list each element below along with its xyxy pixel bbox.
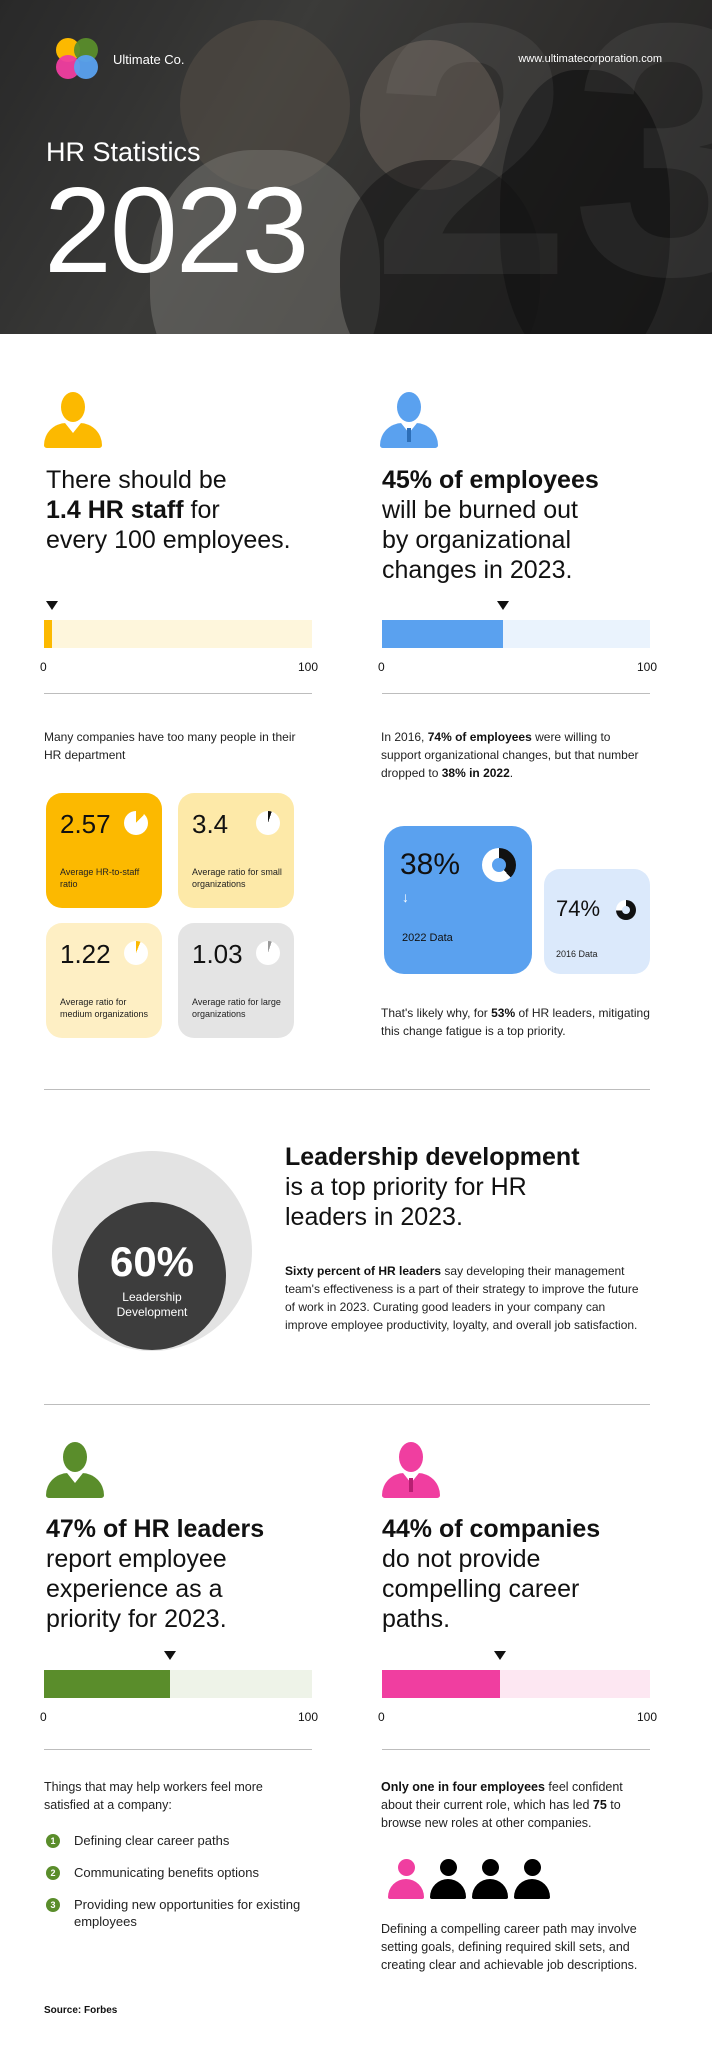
- burnout-bar: [382, 620, 650, 648]
- career-paths-bar-fill: [382, 1670, 500, 1698]
- donut-chart-icon: [256, 941, 280, 965]
- list-item: Communicating benefits options: [74, 1865, 259, 1880]
- person-icon: [472, 1859, 508, 1899]
- donut-chart-icon: [256, 811, 280, 835]
- person-icon: [514, 1859, 550, 1899]
- hr-staff-headline: There should be 1.4 HR staff for every 1…: [46, 466, 291, 554]
- career-paths-headline: 44% of companies do not provide compelli…: [382, 1515, 601, 1633]
- stat-card-hr-to-staff: 2.57 Average HR-to-staff ratio: [46, 793, 162, 908]
- satisfaction-list-intro: Things that may help workers feel more s…: [44, 1780, 263, 1812]
- photo-person-left: [180, 20, 350, 190]
- list-item: Providing new opportunities for existing…: [74, 1897, 301, 1929]
- source-credit: Source: Forbes: [44, 2005, 118, 2016]
- burnout-bar-min: 0: [378, 660, 385, 674]
- list-item: Defining clear career paths: [74, 1833, 230, 1848]
- person-icon: [46, 1442, 104, 1498]
- hero-banner: 23: [0, 0, 712, 334]
- employee-experience-bar-max: 100: [298, 1710, 319, 1724]
- career-paths-bar: [382, 1670, 650, 1698]
- down-arrow-icon: ↓: [402, 889, 409, 905]
- career-paths-bar-max: 100: [637, 1710, 658, 1724]
- divider: [382, 1749, 650, 1750]
- stat-card-large-orgs: 1.03 Average ratio for large organizatio…: [178, 923, 294, 1038]
- leadership-headline: Leadership development is a top priority…: [285, 1143, 580, 1231]
- stat-card-medium-orgs: 1.22 Average ratio for medium organizati…: [46, 923, 162, 1038]
- change-fatigue-note: That's likely why, for 53% of HR leaders…: [381, 1006, 650, 1038]
- brand-logo: [56, 38, 100, 82]
- employee-experience-bar-min: 0: [40, 1710, 47, 1724]
- divider: [44, 1749, 312, 1750]
- hr-staff-bar-min: 0: [40, 660, 47, 674]
- stat-card-2016: 74% 2016 Data: [544, 869, 650, 974]
- donut-chart-icon: [482, 848, 516, 882]
- hero-year: 2023: [44, 162, 309, 298]
- hr-staff-bar-marker: [46, 601, 58, 610]
- person-icon: [44, 392, 102, 448]
- divider: [44, 1404, 650, 1405]
- hr-department-description: Many companies have too many people in t…: [44, 730, 296, 762]
- person-icon-highlighted: [388, 1859, 424, 1899]
- list-number-badge: 2: [46, 1866, 60, 1880]
- list-number-badge: 3: [46, 1898, 60, 1912]
- burnout-bar-marker: [496, 601, 509, 610]
- burnout-bar-max: 100: [637, 660, 658, 674]
- hr-staff-bar-max: 100: [298, 660, 319, 674]
- donut-chart-icon: [124, 941, 148, 965]
- list-number-badge: 1: [46, 1834, 60, 1848]
- stat-card-2022: 38% ↓ 2022 Data: [384, 826, 532, 974]
- divider: [44, 693, 312, 694]
- change-willingness-description: In 2016, 74% of employees were willing t…: [381, 730, 639, 780]
- hero-overlay: [0, 0, 712, 334]
- stat-card-small-orgs: 3.4 Average ratio for small organization…: [178, 793, 294, 908]
- burnout-headline: 45% of employees will be burned out by o…: [382, 466, 599, 584]
- photo-person-right: [500, 70, 670, 334]
- brand-name: Ultimate Co.: [113, 52, 185, 67]
- burnout-bar-fill: [382, 620, 503, 648]
- person-with-tie-icon: [380, 392, 438, 448]
- donut-chart-icon: [124, 811, 148, 835]
- employee-experience-headline: 47% of HR leaders report employee experi…: [46, 1515, 265, 1633]
- career-paths-bar-marker: [493, 1651, 506, 1660]
- career-paths-bar-min: 0: [378, 1710, 385, 1724]
- donut-chart-icon: [616, 900, 636, 920]
- employee-experience-bar: [44, 1670, 312, 1698]
- website-url[interactable]: www.ultimatecorporation.com: [518, 53, 662, 65]
- person-icon: [430, 1859, 466, 1899]
- employee-confidence-description: Only one in four employees feel confiden…: [381, 1780, 623, 1830]
- person-with-tie-icon: [382, 1442, 440, 1498]
- divider: [382, 693, 650, 694]
- leadership-circle: 60% Leadership Development: [78, 1202, 226, 1350]
- hero-subtitle: HR Statistics: [46, 137, 201, 167]
- employee-experience-bar-fill: [44, 1670, 170, 1698]
- hr-staff-bar: [44, 620, 312, 648]
- employee-experience-bar-marker: [163, 1651, 176, 1660]
- hr-staff-bar-fill: [44, 620, 52, 648]
- career-path-note: Defining a compelling career path may in…: [381, 1922, 638, 1972]
- divider: [44, 1089, 650, 1090]
- hero-watermark-digits: 23: [371, 0, 712, 334]
- leadership-description: Sixty percent of HR leaders say developi…: [285, 1264, 639, 1332]
